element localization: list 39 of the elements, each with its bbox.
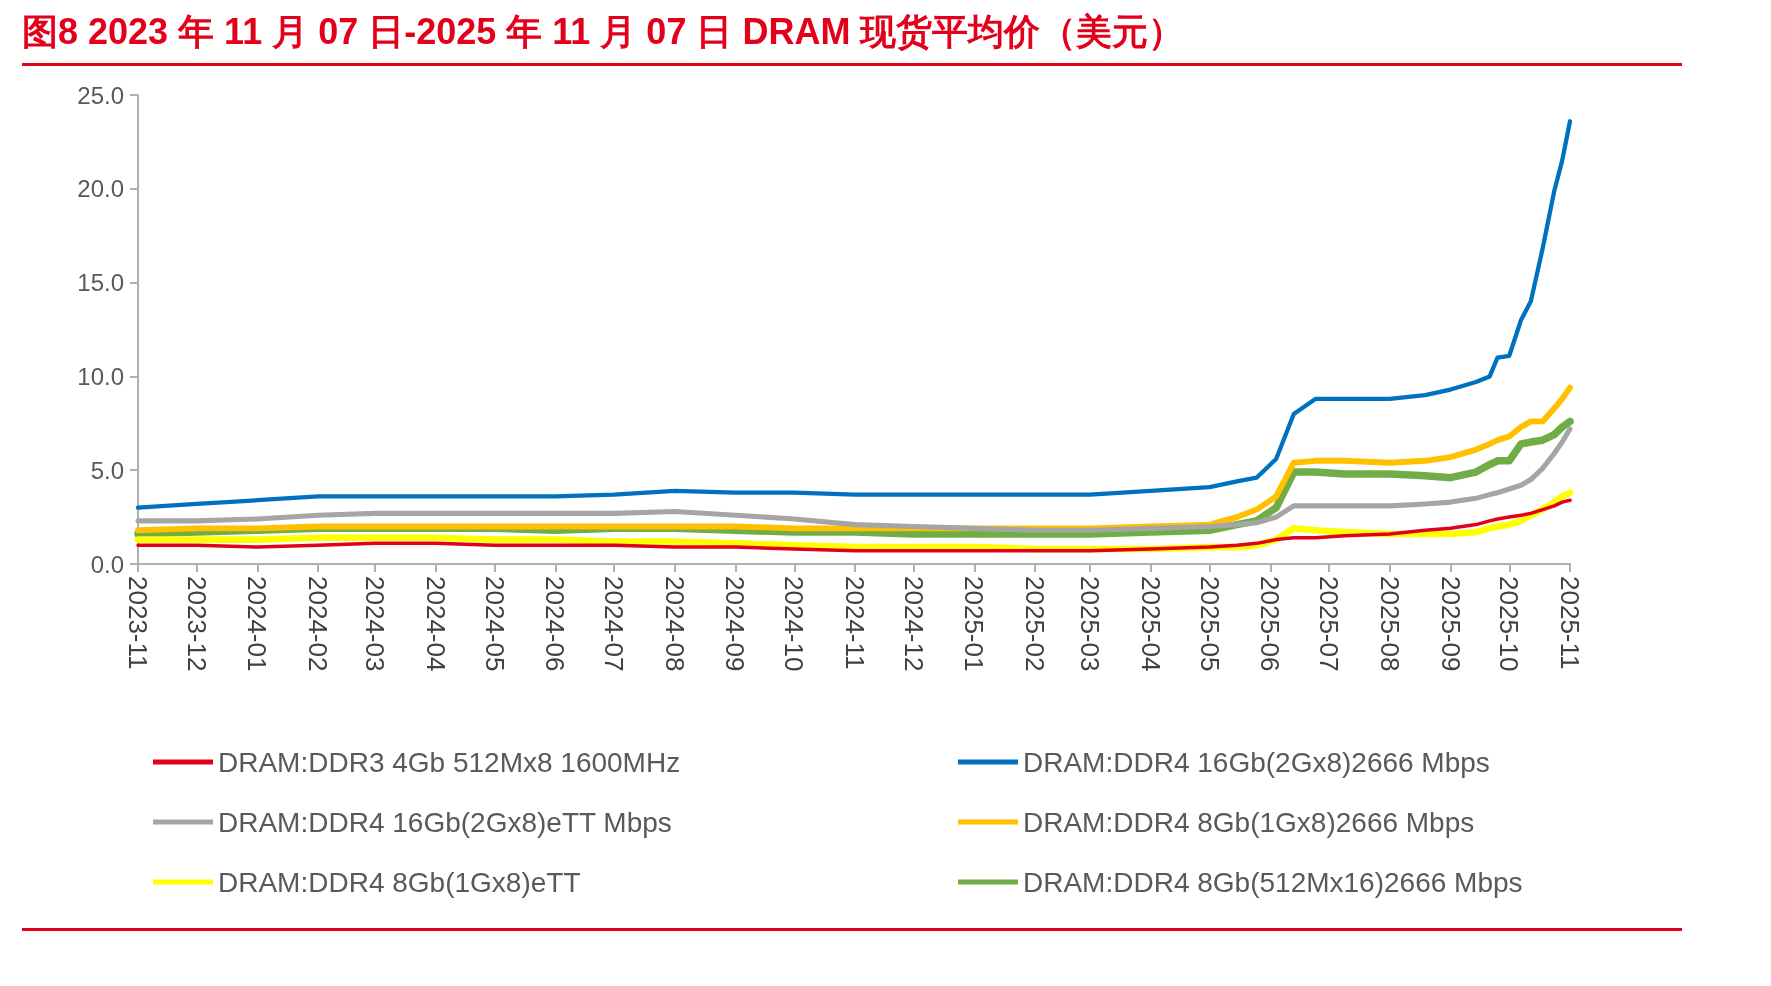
- x-tick-label: 2024-12: [898, 576, 929, 672]
- x-tick-label: 2025-07: [1314, 576, 1345, 672]
- legend-label: DRAM:DDR4 16Gb(2Gx8)eTT Mbps: [218, 806, 672, 838]
- x-tick-label: 2025-02: [1020, 576, 1051, 672]
- chart-title: 图8 2023 年 11 月 07 日-2025 年 11 月 07 日 DRAM 现货平均价（美元）: [22, 8, 1682, 66]
- legend-label: DRAM:DDR4 8Gb(512Mx16)2666 Mbps: [1023, 866, 1523, 898]
- y-tick-label: 5.0: [90, 456, 124, 484]
- x-tick-label: 2025-04: [1135, 576, 1166, 672]
- y-tick-label: 25.0: [77, 81, 124, 109]
- y-tick-label: 0.0: [90, 550, 124, 578]
- x-tick-label: 2025-09: [1435, 576, 1466, 672]
- x-tick-label: 2024-03: [360, 576, 391, 672]
- legend-label: DRAM:DDR4 16Gb(2Gx8)2666 Mbps: [1023, 746, 1490, 778]
- x-tick-label: 2024-05: [479, 576, 510, 672]
- x-tick-label: 2024-08: [659, 576, 690, 672]
- x-tick-label: 2025-08: [1374, 576, 1405, 672]
- legend-label: DRAM:DDR3 4Gb 512Mx8 1600MHz: [218, 746, 681, 778]
- y-tick-label: 20.0: [77, 175, 124, 203]
- y-tick-label: 15.0: [77, 269, 124, 297]
- x-tick-label: 2025-10: [1494, 576, 1525, 672]
- x-tick-label: 2024-09: [720, 576, 751, 672]
- legend-label: DRAM:DDR4 8Gb(1Gx8)eTT: [218, 866, 581, 898]
- legend-label: DRAM:DDR4 8Gb(1Gx8)2666 Mbps: [1023, 806, 1475, 838]
- x-tick-label: 2025-03: [1075, 576, 1106, 672]
- x-tick-label: 2023-12: [181, 576, 212, 672]
- x-tick-label: 2025-11: [1555, 576, 1585, 670]
- x-tick-label: 2024-06: [540, 576, 571, 672]
- x-tick-label: 2024-04: [420, 576, 451, 672]
- y-tick-label: 10.0: [77, 362, 124, 390]
- x-tick-label: 2024-10: [779, 576, 810, 672]
- x-tick-label: 2025-05: [1194, 576, 1225, 672]
- x-tick-label: 2025-06: [1255, 576, 1286, 672]
- x-tick-label: 2024-11: [839, 576, 870, 670]
- x-tick-label: 2024-07: [599, 576, 630, 672]
- x-tick-label: 2025-01: [959, 576, 990, 672]
- x-tick-label: 2024-02: [303, 576, 334, 672]
- x-tick-label: 2023-11: [123, 576, 153, 670]
- x-tick-label: 2024-01: [242, 576, 273, 672]
- line-series: [135, 119, 1573, 510]
